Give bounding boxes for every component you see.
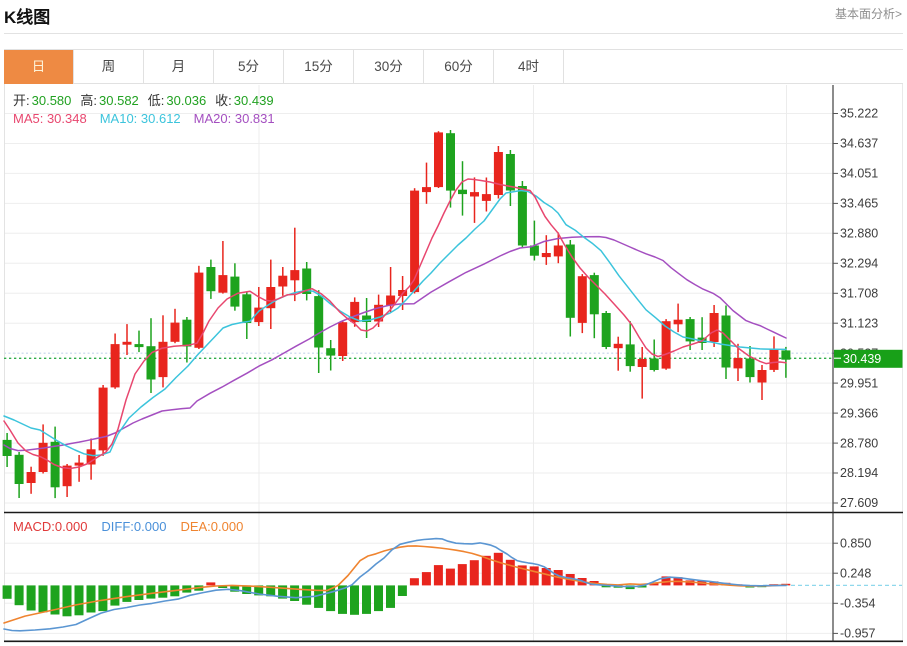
svg-text:33.465: 33.465: [840, 197, 878, 211]
svg-text:27.609: 27.609: [840, 496, 878, 510]
svg-text:29.951: 29.951: [840, 376, 878, 390]
svg-text:0.850: 0.850: [840, 536, 871, 550]
svg-text:-0.354: -0.354: [840, 597, 875, 611]
svg-text:28.194: 28.194: [840, 466, 878, 480]
svg-text:35.222: 35.222: [840, 107, 878, 121]
svg-text:-0.957: -0.957: [840, 627, 875, 641]
svg-text:32.880: 32.880: [840, 227, 878, 241]
svg-text:0.248: 0.248: [840, 566, 871, 580]
svg-text:30.439: 30.439: [843, 352, 881, 366]
svg-text:32.294: 32.294: [840, 257, 878, 271]
svg-text:34.637: 34.637: [840, 137, 878, 151]
svg-text:28.780: 28.780: [840, 436, 878, 450]
svg-text:34.051: 34.051: [840, 167, 878, 181]
svg-text:29.366: 29.366: [840, 406, 878, 420]
svg-text:31.123: 31.123: [840, 316, 878, 330]
svg-text:31.708: 31.708: [840, 287, 878, 301]
